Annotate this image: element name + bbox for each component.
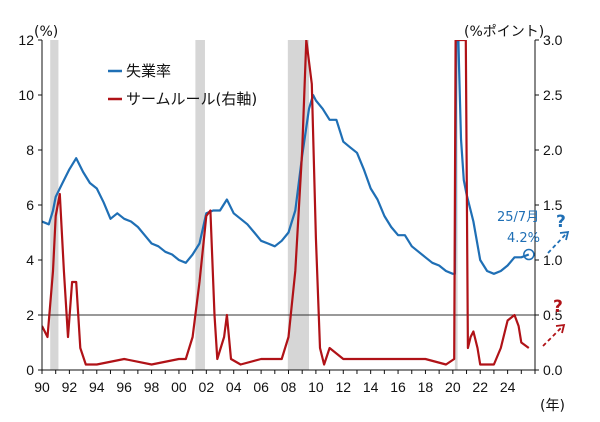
x-tick-label: 90 [34,379,50,395]
recession-band-1 [195,40,205,370]
annotation-value: 4.2% [507,231,540,246]
forecast-arrow-unemployment [547,233,567,254]
series-line-1 [42,40,530,366]
x-tick-label: 18 [418,379,434,395]
annotation-date: 25/7月 [497,210,539,225]
left-tick-label: 8 [26,142,34,158]
left-tick-label: 2 [26,307,34,323]
right-axis-unit: (%ポイント) [464,24,544,40]
left-tick-label: 4 [26,252,34,268]
x-tick-label: 00 [171,379,187,395]
forecast-arrowhead-unemployment [559,230,570,241]
left-axis-unit: (%) [34,24,58,40]
right-tick-label: 1.0 [543,252,563,268]
x-tick-label: 10 [308,379,324,395]
legend-label-sahm: サームルール(右軸) [126,90,257,108]
x-tick-label: 16 [390,379,406,395]
x-tick-label: 04 [226,379,242,395]
series-lines [42,40,530,366]
forecast-arrow-sahm [542,326,563,347]
right-tick-label: 2.5 [543,87,563,103]
left-tick-label: 12 [18,32,34,48]
x-tick-label: 94 [89,379,105,395]
left-tick-label: 10 [18,87,34,103]
forecast-arrowhead-sahm [555,323,566,334]
question-mark-unemployment: ? [556,212,566,232]
right-tick-label: 3.0 [543,32,563,48]
right-tick-label: 0.0 [543,362,563,378]
x-tick-label: 20 [445,379,461,395]
x-tick-label: 02 [199,379,215,395]
x-tick-label: 92 [62,379,78,395]
x-tick-label: 12 [335,379,351,395]
x-tick-label: 14 [363,379,379,395]
x-tick-label: 96 [116,379,132,395]
left-tick-label: 6 [26,197,34,213]
x-axis-unit: (年) [540,398,565,414]
x-tick-label: 06 [253,379,269,395]
right-tick-label: 1.5 [543,197,563,213]
x-tick-label: 24 [500,379,516,395]
x-tick-label: 98 [144,379,160,395]
annotation-circle [523,248,535,261]
right-tick-label: 2.0 [543,142,563,158]
left-tick-label: 0 [26,362,34,378]
x-tick-label: 08 [281,379,297,395]
legend-label-unemployment: 失業率 [126,62,171,80]
series-line-0 [42,40,530,275]
right-tick-label: 0.5 [543,307,563,323]
x-tick-label: 22 [472,379,488,395]
question-mark-sahm: ? [553,297,563,317]
